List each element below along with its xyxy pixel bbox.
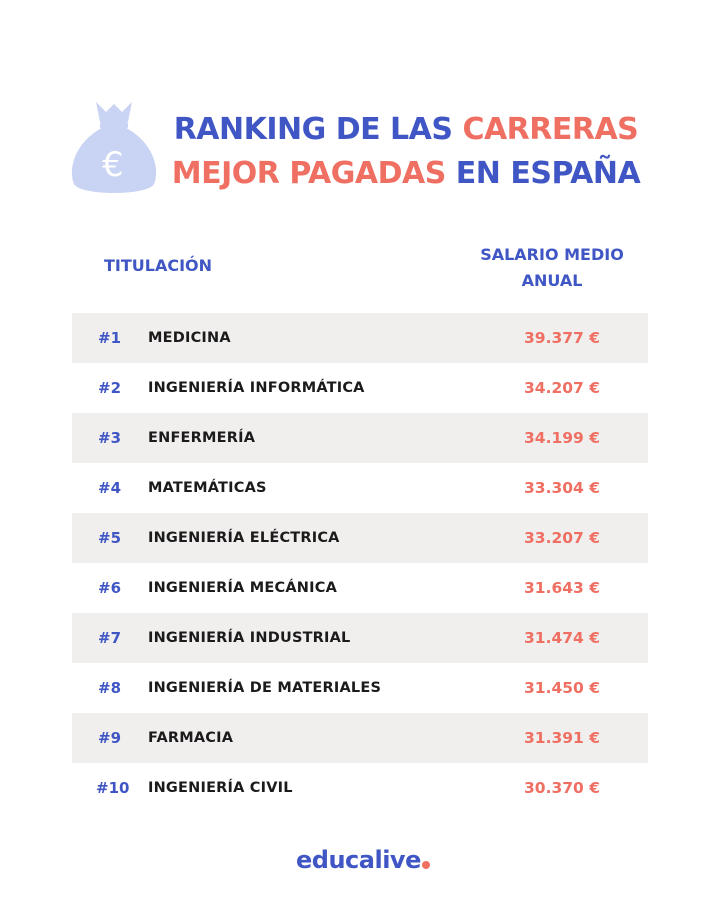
degree-name: INGENIERÍA CIVIL [148,780,293,796]
svg-text:€: € [102,145,124,185]
rank: #3 [98,429,122,447]
salary: 39.377 € [524,329,600,347]
educalive-logo: educalive [296,846,430,874]
table-row: #2 INGENIERÍA INFORMÁTICA 34.207 € [72,363,648,413]
rank: #1 [98,329,122,347]
page-title: RANKING DE LAS CARRERAS MEJOR PAGADAS EN… [171,112,641,191]
rank: #10 [96,779,130,797]
degree-name: MEDICINA [148,330,231,346]
salary: 33.207 € [524,529,600,547]
table-row: #6 INGENIERÍA MECÁNICA 31.643 € [72,563,648,613]
degree-name: INGENIERÍA INDUSTRIAL [148,630,351,646]
salary: 31.474 € [524,629,600,647]
rank: #7 [98,629,122,647]
table-row: #9 FARMACIA 31.391 € [72,713,648,763]
degree-name: INGENIERÍA INFORMÁTICA [148,380,365,396]
rank: #4 [98,479,122,497]
degree-name: INGENIERÍA MECÁNICA [148,580,337,596]
degree-name: INGENIERÍA ELÉCTRICA [148,530,340,546]
degree-name: FARMACIA [148,730,234,746]
degree-name: INGENIERÍA DE MATERIALES [148,680,382,696]
rank: #2 [98,379,122,397]
table-row: #7 INGENIERÍA INDUSTRIAL 31.474 € [72,613,648,663]
rank: #9 [98,729,122,747]
table-row: #3 ENFERMERÍA 34.199 € [72,413,648,463]
table-row: #1 MEDICINA 39.377 € [72,313,648,363]
table-row: #4 MATEMÁTICAS 33.304 € [72,463,648,513]
ranking-table: #1 MEDICINA 39.377 € #2 INGENIERÍA INFORMÁT… [72,313,648,813]
table-row: #5 INGENIERÍA ELÉCTRICA 33.207 € [72,513,648,563]
rank: #6 [98,579,122,597]
salary: 30.370 € [524,779,600,797]
salary: 33.304 € [524,479,600,497]
column-header-titulacion: TITULACIÓN [104,256,213,275]
money-bag-euro-icon: € [71,102,157,193]
degree-name: ENFERMERÍA [148,430,256,446]
table-row: #10 INGENIERÍA CIVIL 30.370 € [72,763,648,813]
column-header-salario: SALARIO MEDIO ANUAL [480,245,624,290]
salary: 31.450 € [524,679,600,697]
logo-dot [421,861,430,869]
degree-name: MATEMÁTICAS [148,480,267,496]
salary: 31.391 € [524,729,600,747]
salary: 31.643 € [524,579,600,597]
table-row: #8 INGENIERÍA DE MATERIALES 31.450 € [72,663,648,713]
salary: 34.207 € [524,379,600,397]
rank: #8 [98,679,122,697]
salary: 34.199 € [524,429,600,447]
rank: #5 [98,529,122,547]
